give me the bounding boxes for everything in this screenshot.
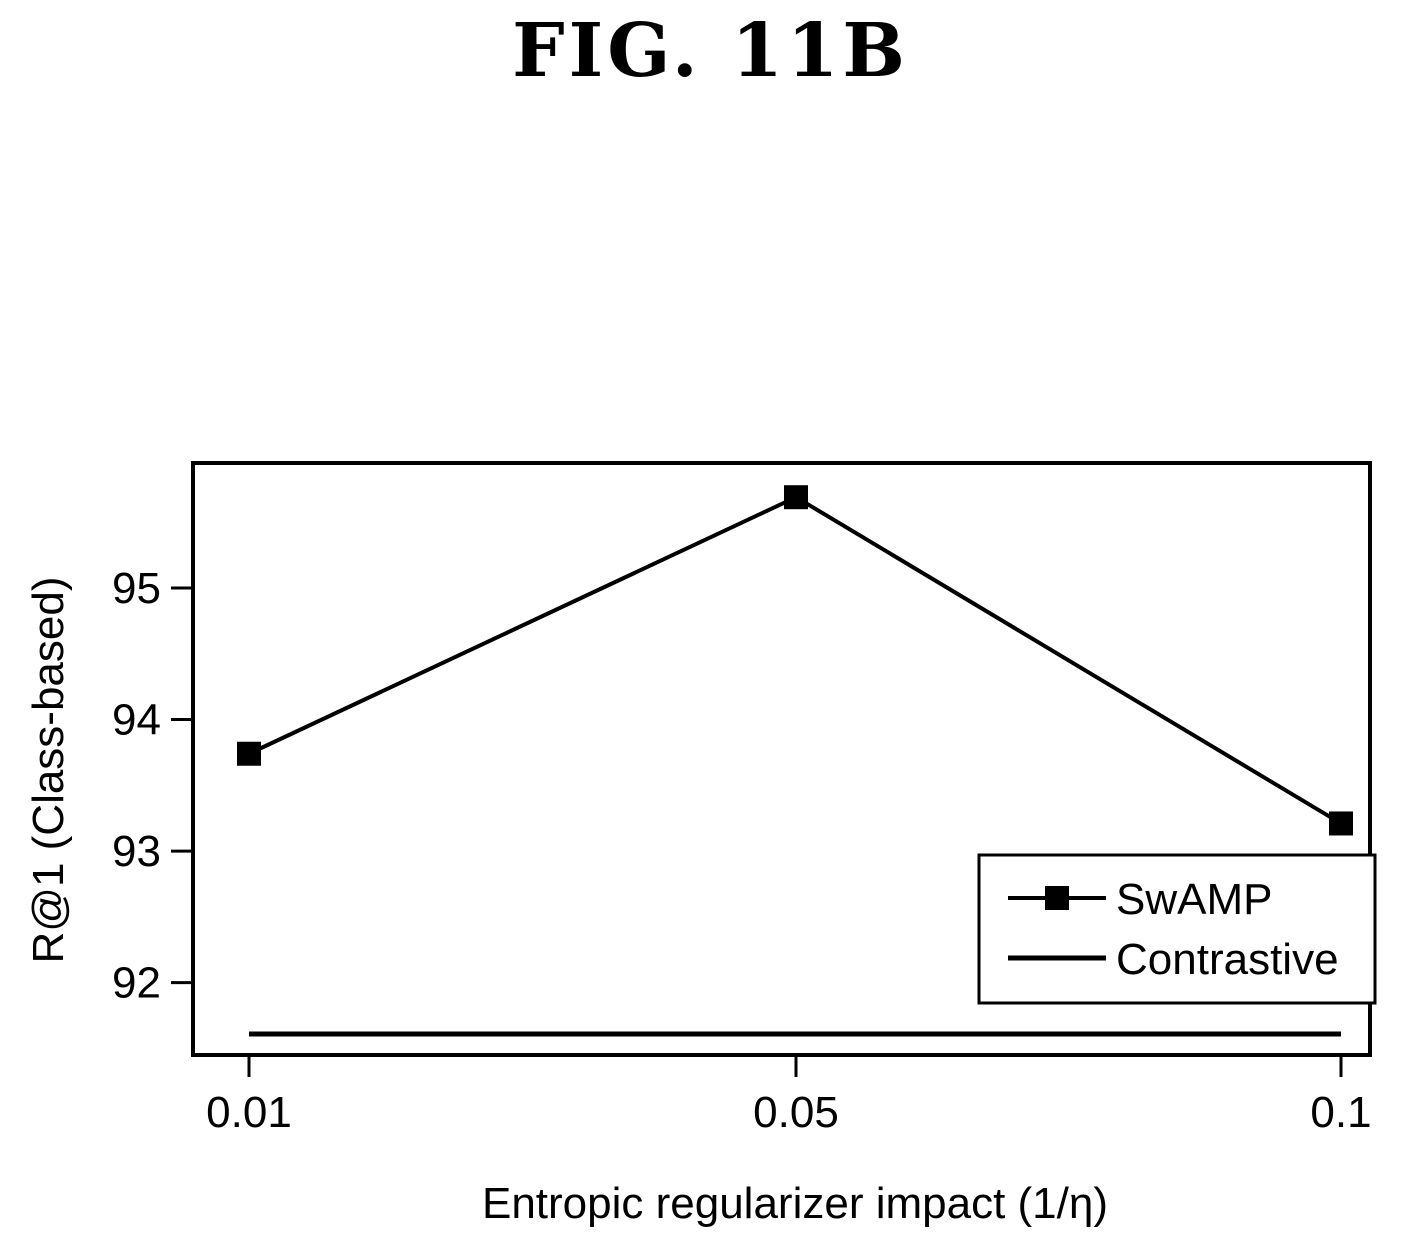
swamp-point	[237, 741, 261, 766]
legend-box	[977, 853, 1377, 1005]
swamp-series-line	[248, 494, 1343, 826]
x-tick-label: 0.01	[206, 1088, 292, 1137]
x-axis-label: Entropic regularizer impact (1/η)	[482, 1179, 1108, 1228]
plot-frame	[191, 461, 1372, 1057]
figure-title: FIG. 11B	[512, 8, 909, 94]
x-axis: 0.01 0.05 0.1	[206, 1055, 1372, 1137]
swamp-point	[784, 485, 808, 510]
y-tick-label: 94	[112, 696, 161, 745]
legend-swamp-label: SwAMP	[1116, 875, 1272, 924]
y-axis-label: R@1 (Class-based)	[24, 577, 73, 964]
y-tick-label: 93	[112, 827, 161, 876]
x-tick-label: 0.05	[753, 1088, 839, 1137]
x-tick-label: 0.1	[1310, 1088, 1371, 1137]
y-axis: 92 93 94 95	[112, 564, 193, 1008]
series-layer	[237, 485, 1353, 1037]
swamp-point	[1329, 811, 1353, 836]
y-tick-label: 95	[112, 564, 161, 613]
legend-swamp-marker	[1045, 886, 1069, 910]
y-tick-label: 92	[112, 959, 161, 1008]
legend-contrastive-label: Contrastive	[1116, 935, 1339, 984]
legend: SwAMP Contrastive	[977, 853, 1377, 1005]
